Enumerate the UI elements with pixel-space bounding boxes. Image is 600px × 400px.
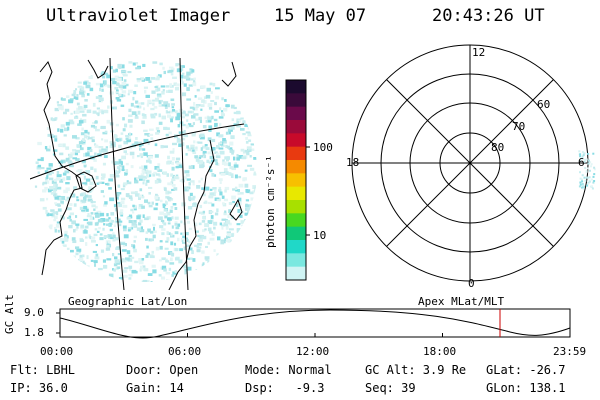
- mlat-label-60: 60: [537, 98, 551, 111]
- colorbar-segment: [286, 213, 306, 228]
- colorbar-segment: [286, 186, 306, 201]
- colorbar-segment: [286, 120, 306, 134]
- door-status: Door: Open: [126, 363, 199, 377]
- dsp-status: Dsp: -9.3: [245, 381, 325, 395]
- filter-status: Flt: LBHL: [10, 363, 76, 377]
- time-tick-0600: 06:00: [168, 345, 202, 358]
- colorbar-segment: [286, 240, 306, 254]
- coastline-outline: [229, 198, 243, 221]
- mode-status: Mode: Normal: [245, 363, 332, 377]
- colorbar-segment: [286, 146, 306, 161]
- colorbar-tick-10: 10: [313, 229, 327, 242]
- colorbar-segment: [286, 226, 306, 241]
- seq-status: Seq: 39: [365, 381, 416, 395]
- coastline-outline: [221, 61, 237, 87]
- instrument-title: Ultraviolet Imager: [46, 6, 231, 26]
- date-label: 15 May 07: [274, 6, 367, 26]
- alt-tick-9: 9.0: [24, 306, 44, 319]
- gc-alt-status: GC Alt: 3.9 Re: [365, 363, 467, 377]
- auroral-emission-speckle: [34, 61, 257, 282]
- time-tick-2359: 23:59: [553, 345, 587, 358]
- time-tick-1200: 12:00: [296, 345, 330, 358]
- meridian-line: [179, 57, 189, 290]
- colorbar-tick-100: 100: [313, 141, 333, 154]
- alt-axis-label: GC Alt: [3, 294, 16, 334]
- colorbar-segment: [286, 160, 306, 174]
- time-tick-0000: 00:00: [40, 345, 74, 358]
- colorbar-segment: [286, 266, 306, 281]
- colorbar-segment: [286, 106, 306, 121]
- polar-emission-speckle: [578, 150, 596, 190]
- gain-status: Gain: 14: [126, 381, 184, 395]
- mlat-label-70: 70: [512, 120, 526, 133]
- colorbar-segment: [286, 253, 306, 268]
- mlt-label-6: 6: [578, 156, 585, 169]
- color-bar: [285, 79, 310, 281]
- glat-status: GLat: -26.7: [486, 363, 566, 377]
- colorbar-segment: [286, 173, 306, 188]
- altitude-curve: [59, 309, 571, 339]
- mlt-label-12: 12: [472, 46, 486, 59]
- meridian-line: [109, 57, 125, 290]
- ip-status: IP: 36.0: [10, 381, 68, 395]
- alt-tick-1-8: 1.8: [24, 326, 44, 339]
- time-label: 20:43:26 UT: [432, 6, 545, 26]
- mlt-label-18: 18: [346, 156, 360, 169]
- mlt-label-0: 0: [468, 277, 475, 290]
- latitude-line: [30, 123, 245, 180]
- colorbar-segment: [286, 200, 306, 214]
- coastline-outline: [168, 139, 215, 290]
- colorbar-segment: [286, 133, 306, 148]
- glon-status: GLon: 138.1: [486, 381, 566, 395]
- apex-panel-label: Apex MLat/MLT: [418, 295, 505, 308]
- colorbar-segment: [286, 93, 306, 108]
- geographic-panel-label: Geographic Lat/Lon: [68, 295, 188, 308]
- time-tick-1800: 18:00: [423, 345, 457, 358]
- mlat-label-80: 80: [491, 141, 505, 154]
- coastline-outline: [87, 59, 109, 79]
- colorbar-segment: [286, 80, 306, 94]
- coastline-outline: [75, 171, 97, 193]
- coastline-outline: [39, 61, 83, 276]
